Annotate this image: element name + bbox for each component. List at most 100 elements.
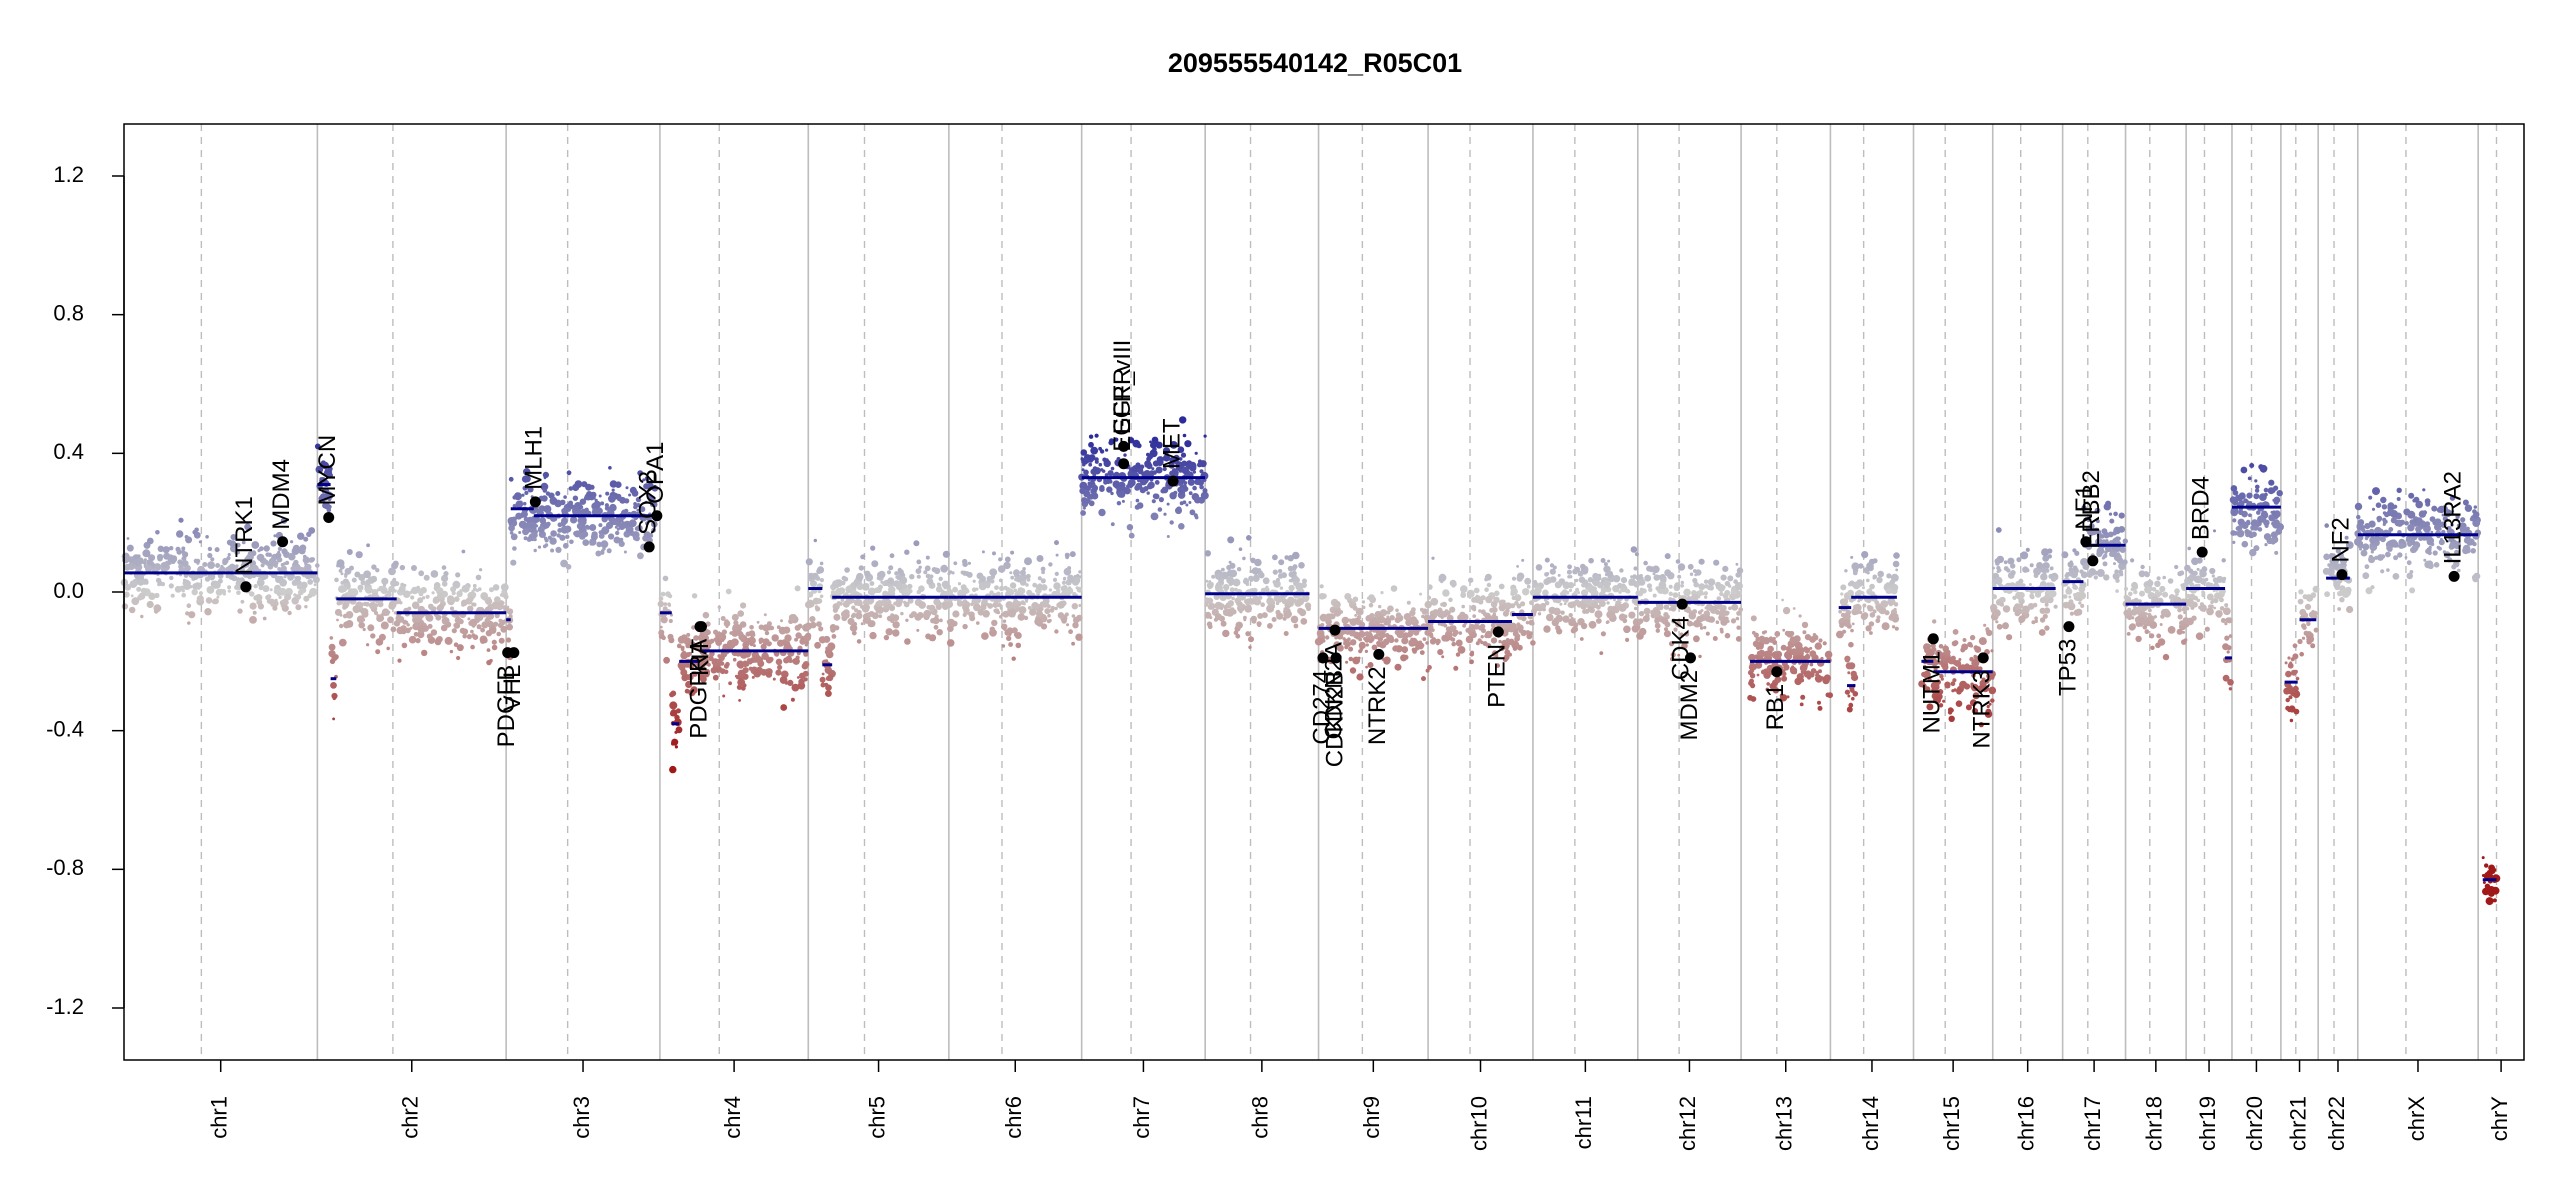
probe-point xyxy=(441,581,448,587)
probe-point xyxy=(1376,641,1381,646)
probe-point xyxy=(1886,573,1892,579)
probe-point xyxy=(1465,628,1471,633)
probe-point xyxy=(639,506,646,513)
probe-point xyxy=(394,581,400,587)
probe-point xyxy=(1011,603,1019,610)
probe-point xyxy=(407,606,412,611)
probe-point xyxy=(928,604,936,612)
probe-point xyxy=(923,570,928,575)
probe-point xyxy=(1078,575,1082,579)
probe-point xyxy=(661,635,666,641)
probe-point xyxy=(1719,591,1724,597)
probe-point xyxy=(1158,497,1164,503)
probe-point xyxy=(1748,663,1756,671)
probe-point xyxy=(2073,585,2078,590)
probe-point xyxy=(2048,589,2057,598)
probe-point xyxy=(560,521,566,527)
probe-point xyxy=(1490,601,1498,608)
probe-point xyxy=(1083,469,1089,476)
probe-point xyxy=(663,607,667,612)
probe-point xyxy=(1383,621,1388,626)
probe-point xyxy=(2096,519,2100,524)
probe-point xyxy=(2346,605,2354,614)
probe-point xyxy=(328,496,332,500)
probe-point xyxy=(2118,569,2124,575)
probe-point xyxy=(777,639,785,647)
probe-point xyxy=(1703,579,1709,584)
probe-point xyxy=(542,488,547,493)
probe-point xyxy=(177,559,183,565)
probe-point xyxy=(1435,638,1441,645)
probe-point xyxy=(794,585,801,592)
probe-point xyxy=(1271,617,1277,622)
probe-point xyxy=(471,602,476,607)
probe-point xyxy=(1078,604,1082,607)
probe-point xyxy=(1848,702,1854,708)
probe-point xyxy=(1931,686,1939,694)
probe-point xyxy=(466,634,472,640)
probe-point xyxy=(1578,576,1586,584)
probe-point xyxy=(2298,589,2304,595)
probe-point xyxy=(1961,643,1969,651)
probe-point xyxy=(1557,573,1561,577)
probe-point xyxy=(816,598,823,604)
probe-point xyxy=(2268,479,2275,486)
probe-point xyxy=(1061,580,1066,585)
probe-point xyxy=(397,658,402,663)
probe-point xyxy=(2028,583,2032,586)
probe-point xyxy=(1419,607,1424,612)
probe-point xyxy=(1458,631,1463,635)
probe-point xyxy=(1698,583,1706,591)
probe-point xyxy=(1283,607,1288,612)
probe-point xyxy=(1633,606,1638,611)
probe-point xyxy=(1638,610,1645,617)
probe-point xyxy=(1441,655,1445,659)
probe-point xyxy=(2252,502,2256,506)
probe-point xyxy=(276,576,281,581)
probe-point xyxy=(2264,492,2268,497)
probe-point xyxy=(1935,698,1941,703)
probe-point xyxy=(651,501,658,508)
probe-point xyxy=(2031,620,2036,625)
probe-point xyxy=(1972,692,1980,700)
probe-point xyxy=(1222,629,1230,638)
probe-point xyxy=(506,626,510,630)
probe-point xyxy=(2241,540,2249,548)
probe-point xyxy=(713,629,719,635)
probe-point xyxy=(2245,499,2249,503)
probe-point xyxy=(1735,562,1739,566)
probe-point xyxy=(1147,481,1155,489)
probe-point xyxy=(1986,704,1990,709)
probe-point xyxy=(1220,571,1229,580)
probe-point xyxy=(1215,572,1223,580)
probe-point xyxy=(486,659,492,666)
probe-point xyxy=(510,519,514,523)
probe-point xyxy=(1512,630,1519,637)
probe-point xyxy=(962,561,968,567)
probe-point xyxy=(336,559,345,568)
probe-point xyxy=(491,639,497,645)
probe-point xyxy=(1344,593,1352,600)
probe-point xyxy=(216,595,220,599)
probe-point xyxy=(1048,562,1053,567)
probe-point xyxy=(1804,647,1811,654)
probe-point xyxy=(1188,478,1194,484)
probe-point xyxy=(527,486,534,493)
probe-point xyxy=(2183,611,2187,615)
probe-point xyxy=(423,574,430,581)
probe-point xyxy=(566,502,573,508)
probe-point xyxy=(1106,486,1113,493)
probe-point xyxy=(1040,584,1048,591)
probe-point xyxy=(296,584,303,590)
probe-point xyxy=(1066,623,1070,627)
probe-point xyxy=(685,643,691,649)
probe-point xyxy=(1352,596,1359,603)
probe-point xyxy=(415,638,421,644)
probe-point xyxy=(1491,606,1498,613)
probe-point xyxy=(2295,694,2299,698)
probe-point xyxy=(890,604,894,608)
probe-point xyxy=(375,568,380,573)
probe-point xyxy=(1152,470,1157,475)
probe-point xyxy=(1590,589,1599,598)
